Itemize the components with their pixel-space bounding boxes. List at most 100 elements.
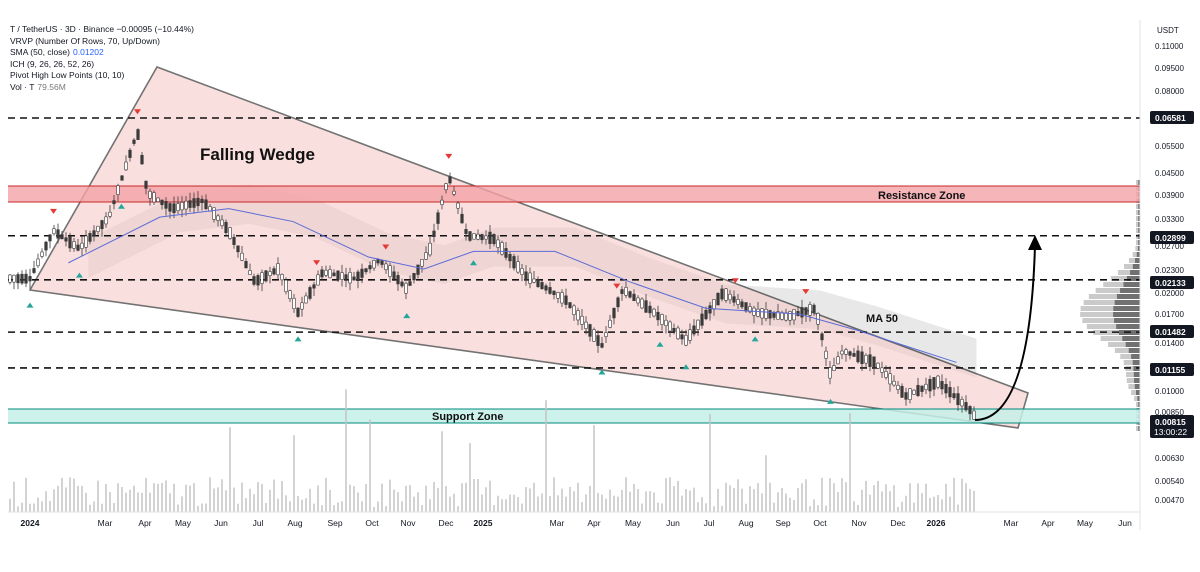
candle-body [540, 282, 544, 289]
candle-body [568, 302, 572, 309]
indicator-vrvp[interactable]: VRVP (Number Of Rows, 70, Up/Down) [10, 35, 160, 46]
indicator-ichimoku[interactable]: ICH (9, 26, 26, 52, 26) [10, 58, 95, 69]
time-tick-label: May [175, 518, 192, 528]
vrvp-bar-down [1137, 246, 1140, 251]
candle-body [804, 307, 808, 315]
candle-body [860, 351, 864, 365]
sma-50-line [68, 208, 957, 363]
support-zone [8, 409, 1140, 423]
candle-body [496, 239, 500, 248]
pivot-low-marker [751, 336, 759, 342]
price-tick-label: 0.02000 [1155, 289, 1184, 298]
candle-body [364, 268, 368, 273]
candle-body [828, 367, 832, 379]
price-tick-label: 0.01700 [1155, 310, 1184, 319]
vrvp-bar-down [1138, 180, 1140, 185]
candle-body [780, 312, 784, 320]
candle-body [292, 297, 296, 310]
candle-body [944, 384, 948, 394]
time-tick-label: Sep [775, 518, 790, 528]
pivot-high-marker [49, 208, 57, 214]
ma50-label: MA 50 [866, 313, 898, 325]
candle-body [356, 271, 360, 281]
candle-body [168, 203, 172, 212]
vrvp-bar-up [1103, 282, 1124, 287]
candle-body [268, 271, 272, 277]
resistance-zone-label: Resistance Zone [878, 190, 965, 202]
candle-body [28, 276, 32, 282]
candle-body [592, 329, 596, 342]
indicator-sma[interactable]: SMA (50, close) 0.01202 [10, 47, 104, 57]
candle-body [644, 300, 648, 313]
pivot-high-marker [802, 289, 810, 295]
vrvp-bar-down [1133, 372, 1140, 377]
indicator-pivots[interactable]: Pivot High Low Points (10, 10) [10, 70, 125, 80]
time-tick-label: Nov [400, 518, 416, 528]
candle-body [468, 231, 472, 241]
candle-body [896, 385, 900, 390]
support-zone-label: Support Zone [432, 411, 504, 423]
vrvp-bar-down [1123, 282, 1140, 287]
candle-body [572, 305, 576, 315]
candle-body [228, 227, 232, 239]
candle-body [164, 201, 168, 209]
time-axis[interactable]: 2024 Mar Apr May Jun Jul Aug Sep Oct Nov Dec 2025 Ma… [8, 511, 1140, 528]
candle-body [584, 321, 588, 329]
candle-body [692, 325, 696, 335]
candles [8, 128, 976, 421]
vrvp-bar-up [1110, 276, 1127, 281]
price-label: 0.06581 [1155, 113, 1186, 123]
candle-body [276, 263, 280, 276]
price-axis[interactable]: USDT 0.11000 0.09500 0.08000 0.06581 0.05500 0… [1139, 20, 1194, 530]
vrvp-bar-up [1136, 402, 1139, 407]
candle-body [520, 268, 524, 275]
candle-body [800, 307, 804, 318]
price-label: 0.02133 [1155, 278, 1186, 288]
candle-body [440, 199, 444, 205]
candle-body [788, 311, 792, 321]
vrvp-bar-up [1120, 354, 1132, 359]
candle-body [160, 199, 164, 205]
candle-body [956, 393, 960, 406]
indicator-volume[interactable]: Vol · T 79.56M [10, 81, 66, 92]
symbol-line[interactable]: T / TetherUS · 3D · Binance −0.00095 (−1… [10, 24, 194, 34]
price-tick-label: 0.09500 [1155, 64, 1184, 73]
candle-body [320, 269, 324, 278]
price-tick-label: 0.01400 [1155, 339, 1184, 348]
vrvp-bar-up [1082, 318, 1115, 323]
candle-body [224, 221, 228, 234]
vrvp-bar-down [1113, 306, 1140, 311]
candle-body [184, 200, 188, 210]
vrvp-bar-up [1128, 258, 1136, 263]
vrvp-bar-up [1095, 288, 1121, 293]
candle-body [632, 293, 636, 302]
candle-body [532, 278, 536, 283]
candle-body [924, 383, 928, 390]
candle-body [708, 305, 712, 314]
time-tick-label: 2024 [21, 518, 40, 528]
candle-body [88, 233, 92, 242]
candle-body [376, 258, 380, 264]
time-tick-label: Dec [890, 518, 906, 528]
candle-body [920, 385, 924, 392]
candle-body [84, 235, 88, 248]
candle-body [884, 371, 888, 378]
pivot-high-marker [382, 244, 390, 250]
candle-body [104, 216, 108, 225]
candle-body [40, 251, 44, 257]
vrvp-bar-up [1136, 216, 1139, 221]
vrvp-bar-down [1128, 348, 1140, 353]
candle-body [416, 264, 420, 275]
price-tick-label: 0.05500 [1155, 142, 1184, 151]
candle-body [304, 295, 308, 304]
candle-body [300, 302, 304, 310]
candle-body [500, 242, 504, 255]
pivot-high-marker [731, 278, 739, 284]
candle-body [872, 356, 876, 368]
candle-body [344, 274, 348, 280]
vrvp-bar-down [1134, 378, 1140, 383]
price-zones [8, 185, 1140, 424]
vrvp-bar-down [1134, 384, 1140, 389]
vrvp-bar-up [1080, 312, 1114, 317]
